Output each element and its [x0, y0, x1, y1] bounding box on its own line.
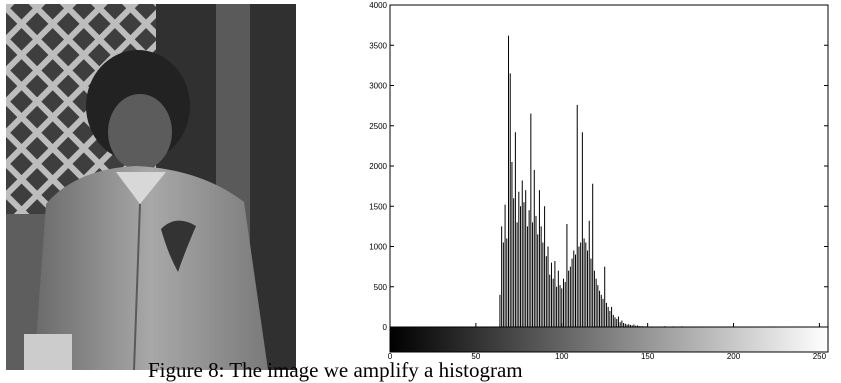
y-tick-label: 2500 [369, 122, 387, 131]
x-tick-label: 0 [388, 352, 393, 360]
x-tick-label: 150 [641, 352, 655, 360]
histogram-bars [499, 35, 700, 327]
x-axis-ticks: 0 50 100 150 200 250 [388, 323, 827, 360]
histogram-chart: 0 500 1000 1500 2000 2500 3000 3500 4000 0 50 100 1… [369, 1, 829, 360]
grayscale-colorbar [389, 326, 829, 353]
y-tick-label: 1000 [369, 243, 387, 252]
y-tick-label: 1500 [369, 202, 387, 211]
child-photo [6, 4, 296, 370]
y-tick-label: 0 [383, 323, 388, 332]
x-tick-label: 200 [727, 352, 741, 360]
y-axis-ticks: 0 500 1000 1500 2000 2500 3000 3500 4000 [369, 1, 828, 332]
x-tick-label: 250 [813, 352, 827, 360]
y-tick-label: 500 [374, 283, 388, 292]
y-tick-label: 3000 [369, 82, 387, 91]
y-tick-label: 4000 [369, 1, 387, 10]
plot-frame [389, 4, 829, 328]
y-tick-label: 2000 [369, 162, 387, 171]
x-tick-label: 50 [471, 352, 480, 360]
y-tick-label: 3500 [369, 41, 387, 50]
x-tick-label: 100 [555, 352, 569, 360]
figure-caption: Figure 8: The image we amplify a histogr… [148, 358, 523, 382]
